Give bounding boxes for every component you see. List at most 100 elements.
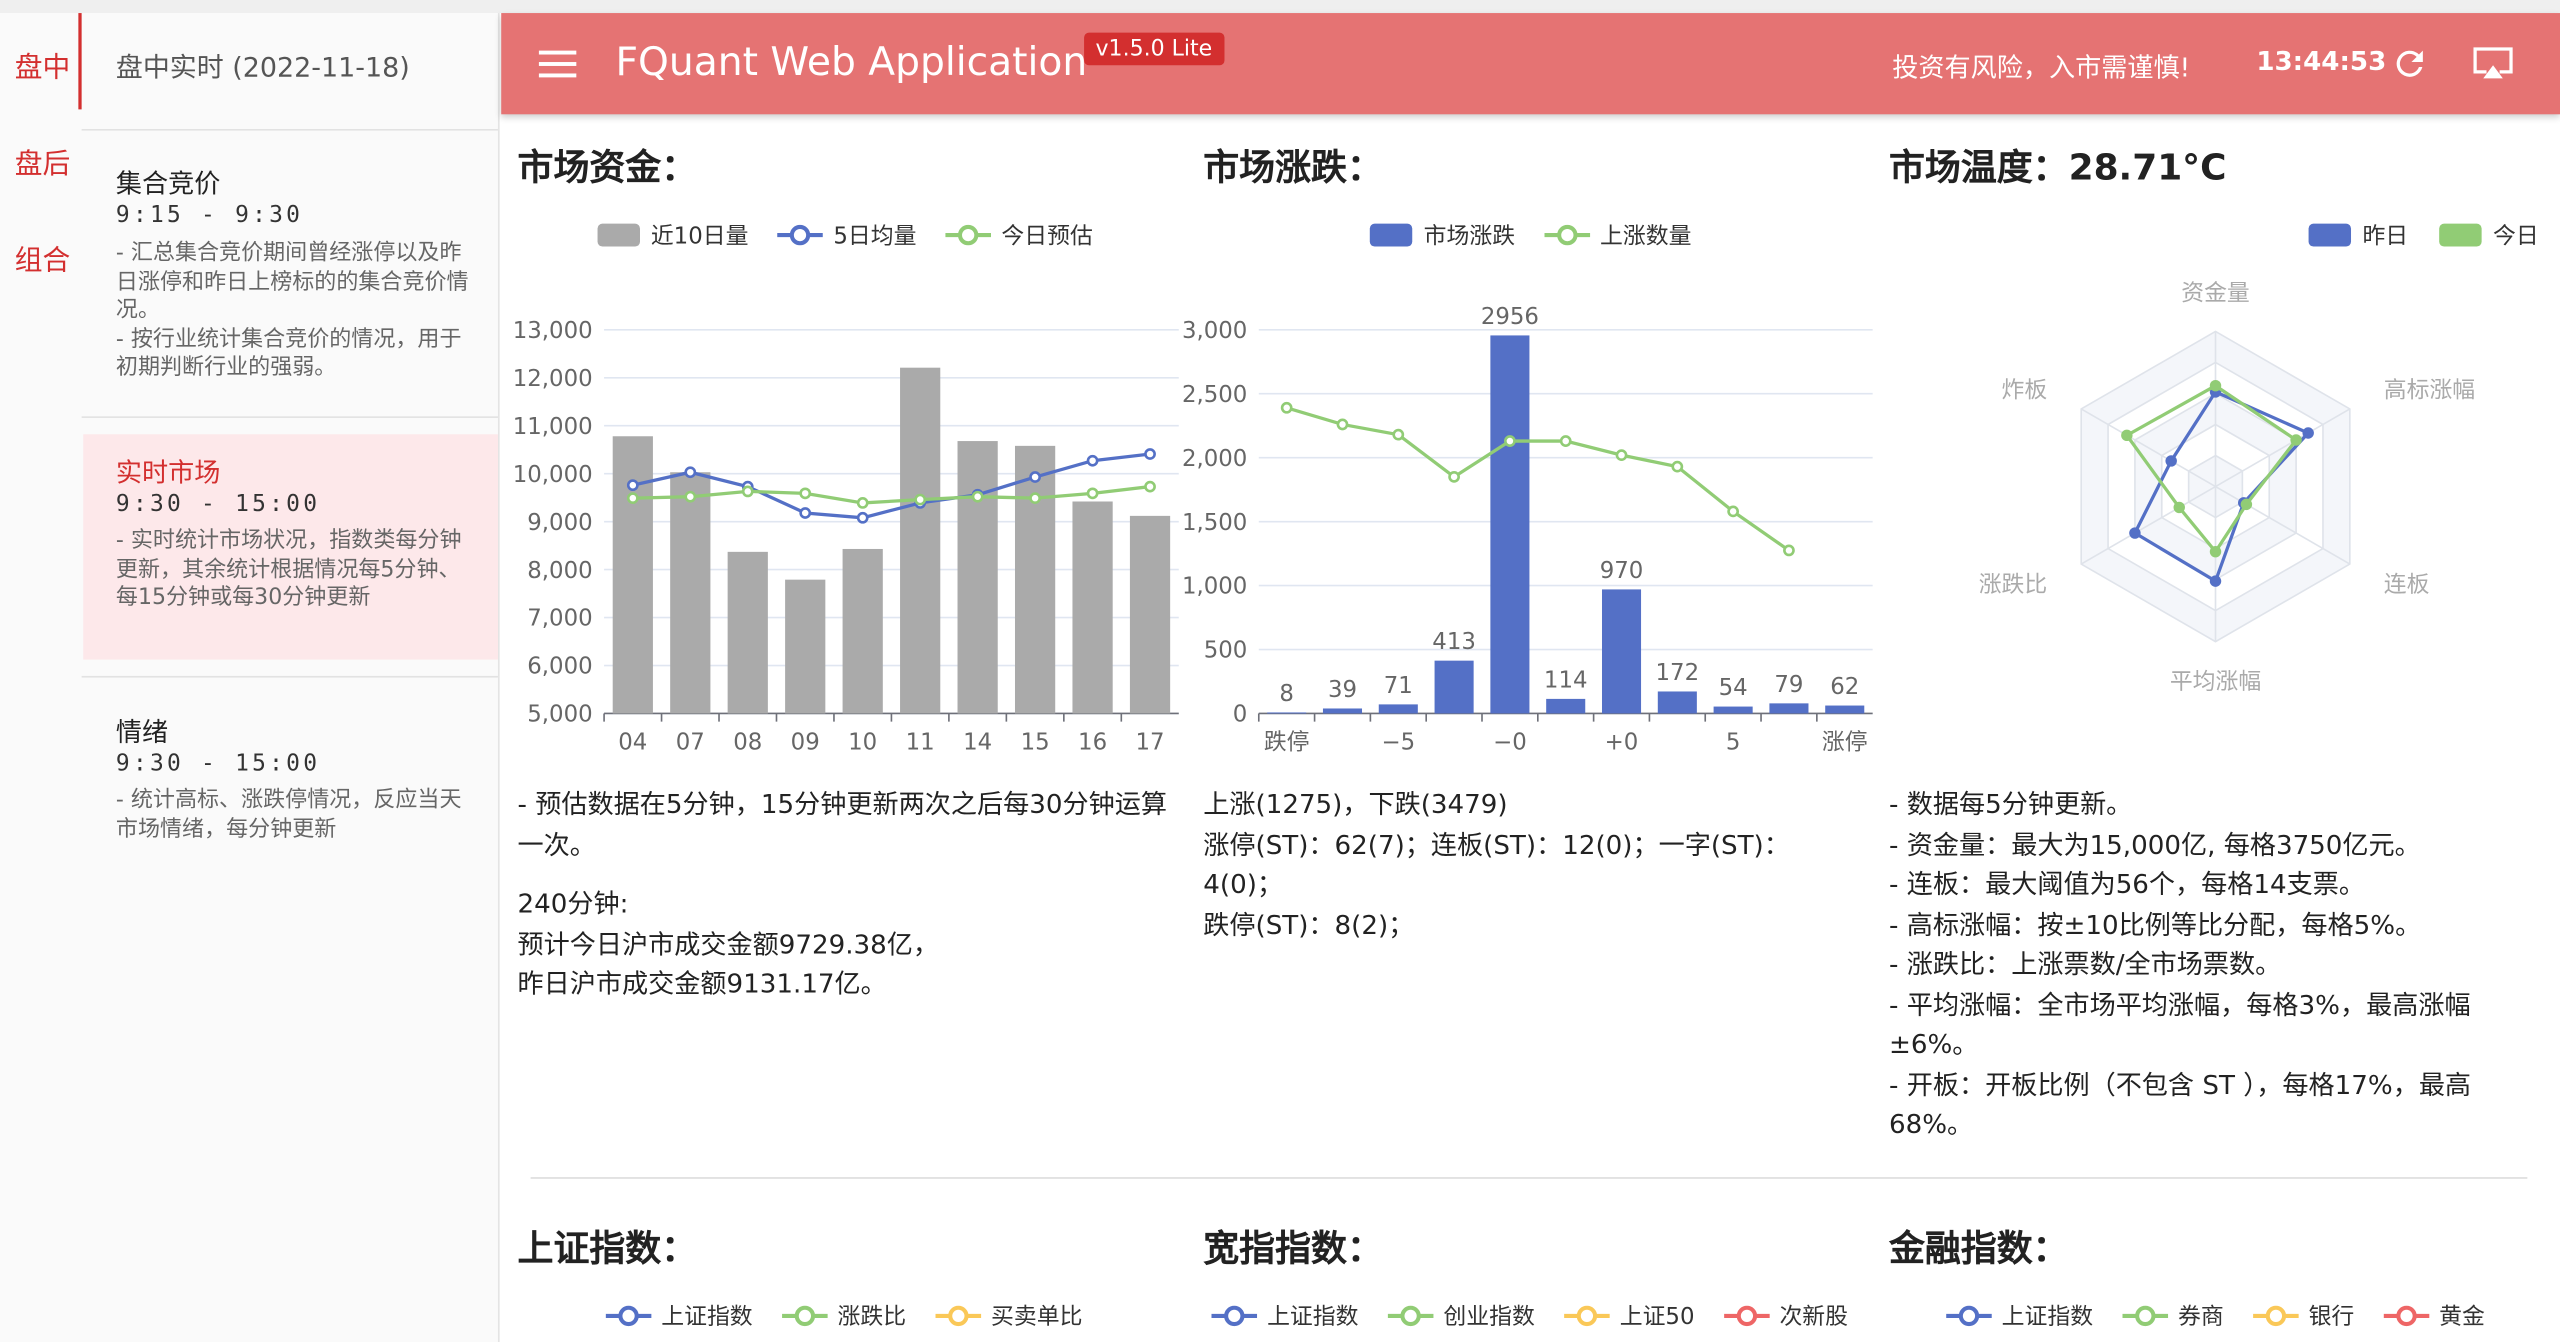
panel-notes: - 数据每5分钟更新。 - 资金量：最大为15,000亿, 每格3750亿元。 … (1889, 785, 2534, 1145)
legend-icon (2253, 1305, 2299, 1327)
y-tick-label: 5,000 (527, 702, 592, 728)
legend-dot (1224, 1305, 1245, 1327)
legend-label: 上证指数 (2001, 1304, 2094, 1331)
separator (81, 416, 498, 418)
separator (81, 128, 498, 131)
legend-icon (1723, 1305, 1770, 1327)
legend-icon (2439, 223, 2482, 247)
bar (1546, 698, 1586, 714)
bar (1378, 704, 1418, 714)
panel-title: 上证指数： (517, 1229, 698, 1271)
clock: 13:44:53 (2256, 45, 2387, 77)
legend-icon (1564, 1305, 1610, 1327)
legend-dot (1400, 1305, 1421, 1327)
panel-notes: 上涨(1275)，下跌(3479) 涨停(ST)：62(7)；连板(ST)：12… (1203, 785, 1856, 945)
tab[interactable]: 组合 (14, 244, 71, 278)
bar (612, 436, 653, 714)
bar-value-label: 79 (1774, 672, 1803, 698)
legend-icon (777, 224, 824, 246)
bar (1129, 515, 1171, 714)
cast-icon[interactable] (2470, 42, 2516, 84)
note: - 预估数据在5分钟，15分钟更新两次之后每30分钟运算一次。 (517, 788, 1167, 860)
x-tick-label: 跌停 (1264, 729, 1310, 755)
y-tick-label: 3,000 (1182, 318, 1247, 344)
line (1286, 406, 1790, 552)
legend-icon (2383, 1305, 2430, 1327)
legend-swatch (2308, 223, 2352, 247)
menu-item[interactable]: 情绪 (115, 716, 169, 748)
legend-swatch (1369, 223, 1413, 247)
legend-label: 上证50 (1619, 1304, 1695, 1331)
line-point (684, 466, 697, 479)
legend-label: 银行 (2308, 1304, 2355, 1331)
line-point (1671, 460, 1684, 473)
x-tick-label: 10 (848, 729, 877, 755)
x-tick-label: 涨停 (1822, 729, 1868, 755)
radar-point (2129, 527, 2141, 539)
line-point (741, 485, 754, 498)
legend: 上证指数 创业指数 上证50 次新股 (1203, 1300, 1856, 1333)
desc-line: - 统计高标、涨跌停情况，反应当天市场情绪，每分钟更新 (115, 786, 462, 842)
legend-label: 上证指数 (1267, 1304, 1359, 1331)
bar (842, 548, 883, 714)
legend-icon (1211, 1305, 1258, 1327)
bar (1769, 703, 1809, 714)
radar-point (2209, 380, 2222, 392)
legend-dot (958, 224, 979, 246)
menu-desc: - 汇总集合竞价期间曾经涨停以及昨日涨停和昨日上榜标的的集合竞价情况。 - 按行业… (116, 240, 472, 383)
top-strip (0, 0, 2560, 14)
radar-indicator-label: 涨跌比 (1979, 572, 2048, 598)
menu-item[interactable]: 实时市场 (115, 457, 221, 489)
legend-swatch (2439, 223, 2482, 247)
radar-axis (2215, 485, 2351, 565)
legend-item: 5日均量 (777, 219, 917, 252)
y-tick-label: 8,000 (527, 558, 592, 584)
panel-title: 市场温度：28.71°C (1888, 148, 2227, 190)
bar-value-label: 71 (1384, 673, 1413, 699)
y-tick-label: 1,500 (1182, 510, 1247, 536)
line-point (1336, 418, 1349, 431)
x-tick-label: 16 (1078, 729, 1107, 755)
version-badge: v1.5.0 Lite (1084, 32, 1224, 66)
bar-value-label: 172 (1656, 660, 1700, 686)
legend-icon (1946, 1305, 1992, 1327)
line-point (1144, 448, 1156, 460)
y-tick-label: 1,000 (1182, 574, 1247, 600)
legend-label: 市场涨跌 (1423, 223, 1516, 250)
legend-icon (2308, 223, 2352, 247)
legend-label: 上证指数 (661, 1304, 753, 1331)
menu-icon[interactable] (538, 47, 578, 80)
menu-desc: - 实时统计市场状况，指数类每分钟更新，其余统计根据情况每5分钟、每15分钟或每… (116, 527, 472, 613)
panel-title: 市场涨跌： (1203, 148, 1383, 190)
legend-icon (935, 1305, 982, 1327)
legend-dot (1557, 224, 1578, 246)
x-tick-label: 08 (733, 729, 762, 755)
legend-dot (618, 1305, 639, 1327)
legend-label: 今日预估 (1001, 223, 1093, 250)
desc-line: - 实时统计市场状况，指数类每分钟更新，其余统计根据情况每5分钟、每15分钟或每… (115, 527, 462, 611)
line (632, 485, 1151, 505)
legend: 近10日量 5日均量 今日预估 (518, 219, 1171, 252)
y-tick-label: 9,000 (527, 510, 592, 536)
line-point (1029, 471, 1041, 483)
line-point (1448, 470, 1460, 483)
bar (785, 579, 826, 714)
bar (670, 472, 711, 714)
legend-label: 上涨数量 (1599, 223, 1692, 250)
legend-item: 券商 (2122, 1300, 2224, 1333)
line-point (1029, 492, 1041, 505)
menu-item[interactable]: 集合竞价 (115, 168, 221, 200)
radar-point (2209, 575, 2222, 587)
legend-item: 今日预估 (945, 219, 1093, 252)
tab[interactable]: 盘后 (14, 148, 71, 182)
menu-time: 9:30 - 15:00 (115, 751, 321, 778)
radar-axis (2080, 485, 2216, 565)
legend-dot (2396, 1305, 2417, 1327)
line-point (626, 479, 639, 492)
tab[interactable]: 盘中 (14, 52, 71, 85)
y-tick-label: 7,000 (527, 606, 592, 632)
legend-label: 券商 (2177, 1304, 2224, 1331)
legend-item: 次新股 (1723, 1300, 1848, 1333)
x-tick-label: 15 (1021, 729, 1050, 755)
